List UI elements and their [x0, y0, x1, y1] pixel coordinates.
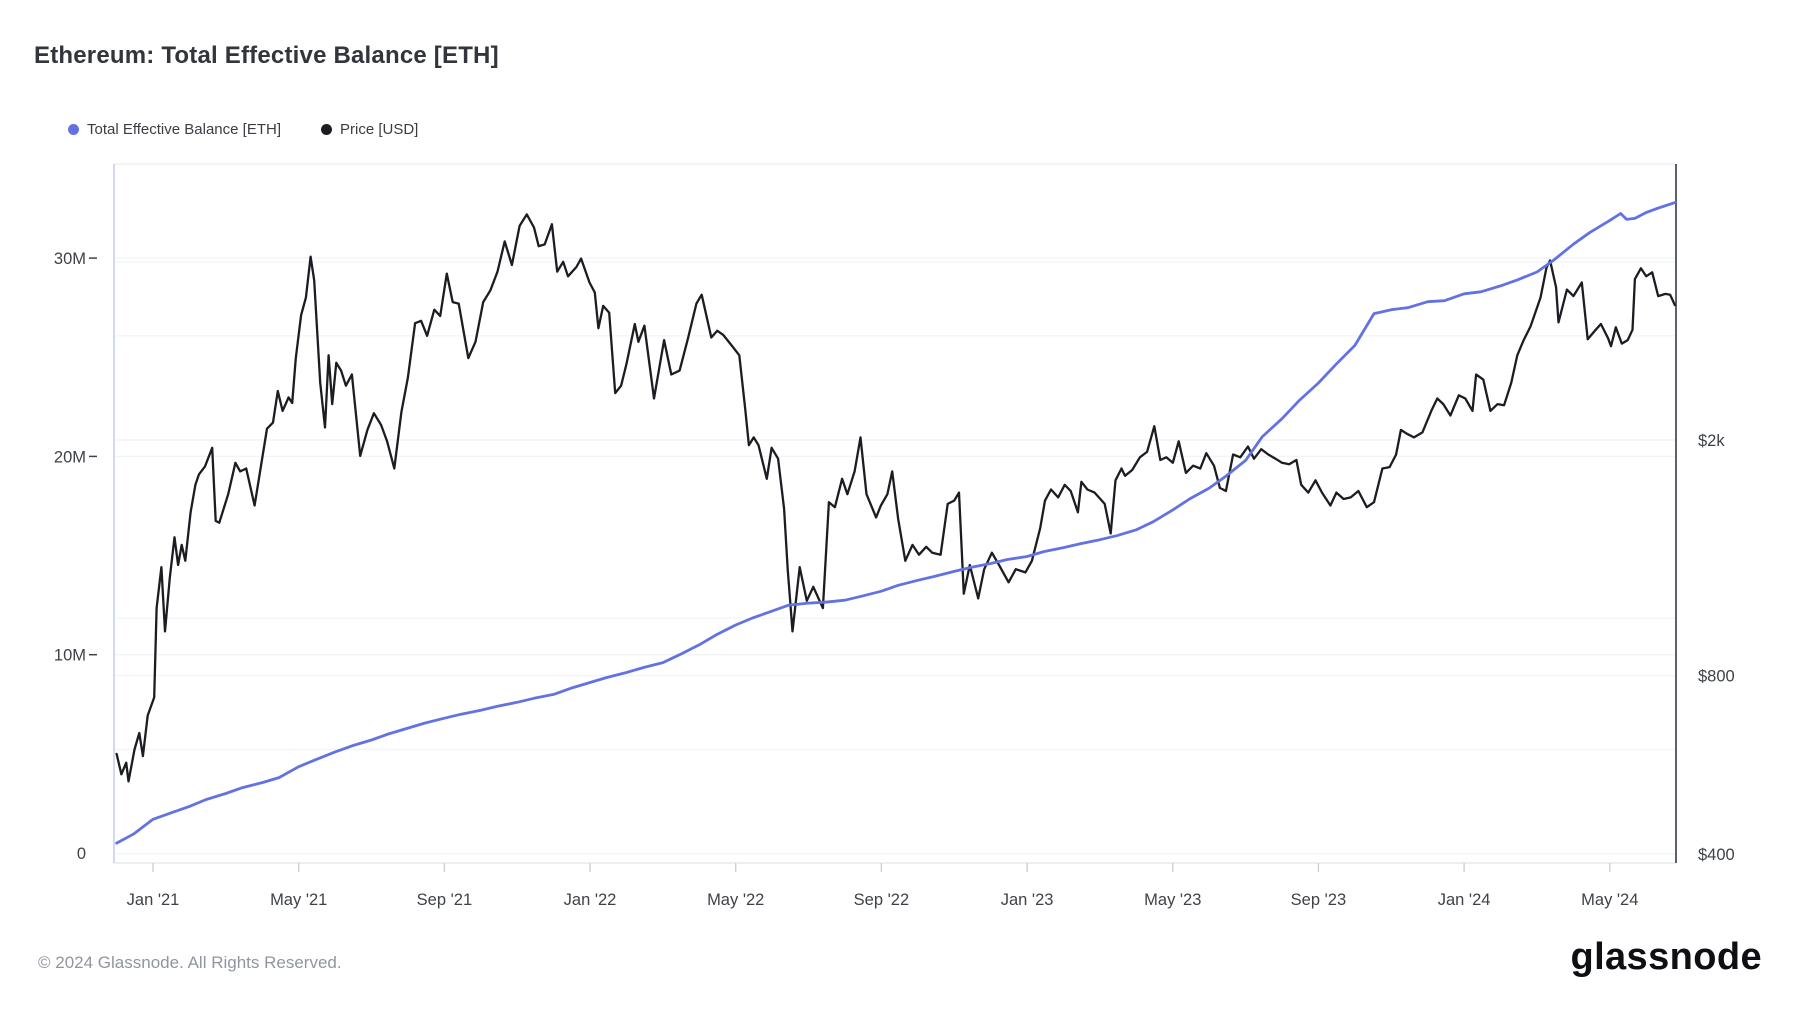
legend-label: Total Effective Balance [ETH] [87, 121, 281, 138]
legend: Total Effective Balance [ETH] Price [USD… [68, 121, 418, 138]
right-axis-label: $400 [1698, 846, 1735, 864]
gridlines [114, 257, 1676, 855]
x-axis-label: Jan '21 [127, 891, 180, 909]
x-axis-label: Sep '21 [417, 891, 472, 909]
legend-label: Price [USD] [339, 121, 419, 138]
x-axis-label: Jan '22 [564, 891, 617, 909]
glassnode-logo: glassnode [1570, 936, 1762, 978]
x-axis-label: May '24 [1581, 891, 1638, 909]
chart-title: Ethereum: Total Effective Balance [ETH] [34, 42, 499, 69]
x-axis-label: Sep '23 [1291, 891, 1346, 909]
left-axis: 0 10M 20M 30M [54, 250, 97, 863]
legend-item-price[interactable]: Price [USD] [320, 121, 419, 138]
x-axis: Jan '21 May '21 Sep '21 Jan '22 May '22 Sep '… [127, 863, 1638, 909]
x-axis-label: Jan '23 [1001, 891, 1054, 909]
left-axis-label: 10M [54, 647, 86, 665]
blue-dot-icon [68, 124, 79, 135]
left-axis-label: 30M [54, 250, 86, 268]
x-axis-label: May '23 [1144, 891, 1201, 909]
x-axis-label: Sep '22 [854, 891, 909, 909]
right-axis-label: $2k [1698, 432, 1725, 450]
legend-item-total-effective-balance[interactable]: Total Effective Balance [ETH] [68, 121, 281, 138]
right-axis-label: $800 [1698, 668, 1735, 686]
price-series-line [115, 213, 1677, 783]
left-axis-label: 0 [77, 845, 86, 863]
right-axis: $2k $800 $400 [1698, 432, 1735, 864]
x-axis-label: Jan '24 [1438, 891, 1491, 909]
plot-area[interactable] [114, 164, 1676, 863]
copyright-text: © 2024 Glassnode. All Rights Reserved. [38, 953, 342, 972]
left-axis-label: 20M [54, 448, 86, 466]
x-axis-label: May '22 [707, 891, 764, 909]
balance-series-line [115, 201, 1677, 845]
x-axis-label: May '21 [270, 891, 327, 909]
plot-borders [113, 163, 1677, 864]
black-dot-icon [320, 124, 332, 135]
